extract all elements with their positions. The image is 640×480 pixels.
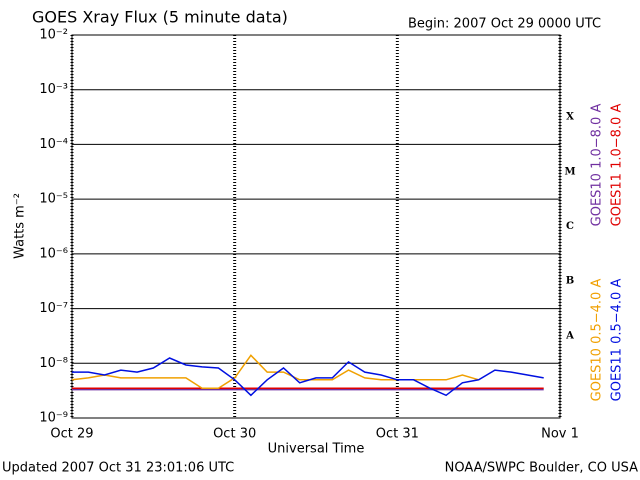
x-tick-label: Oct 31 bbox=[376, 427, 419, 442]
series-line bbox=[72, 357, 544, 397]
y-tick-label: 10⁻⁹ bbox=[39, 411, 68, 426]
y-tick-label: 10⁻⁸ bbox=[39, 356, 68, 371]
legend-label: GOES10 0.5−4.0 A bbox=[590, 279, 605, 402]
x-tick-label: Oct 29 bbox=[50, 427, 93, 442]
flare-class: X bbox=[566, 112, 574, 123]
y-tick-label: 10⁻³ bbox=[39, 82, 68, 97]
y-axis-label: Watts m⁻² bbox=[13, 193, 28, 259]
plot-frame bbox=[71, 34, 561, 419]
flare-class: C bbox=[566, 221, 574, 232]
y-tick-label: 10⁻⁴ bbox=[39, 137, 68, 152]
x-tick-label: Oct 30 bbox=[213, 427, 256, 442]
flare-class: B bbox=[566, 276, 574, 287]
flare-class: A bbox=[565, 330, 574, 341]
y-tick-label: 10⁻⁷ bbox=[39, 301, 68, 316]
legend-label: GOES10 1.0−8.0 A bbox=[590, 104, 605, 227]
flare-class: M bbox=[564, 166, 575, 177]
y-tick-label: 10⁻⁵ bbox=[39, 192, 68, 207]
source-label: NOAA/SWPC Boulder, CO USA bbox=[445, 461, 638, 476]
x-axis-label: Universal Time bbox=[268, 442, 365, 457]
y-tick-label: 10⁻⁶ bbox=[39, 246, 68, 261]
begin-label: Begin: 2007 Oct 29 0000 UTC bbox=[408, 17, 601, 32]
x-tick-label: Nov 1 bbox=[541, 427, 579, 442]
legend-label: GOES11 0.5−4.0 A bbox=[610, 279, 625, 402]
chart-title: GOES Xray Flux (5 minute data) bbox=[32, 8, 288, 27]
y-tick-label: 10⁻² bbox=[39, 28, 68, 43]
updated-label: Updated 2007 Oct 31 23:01:06 UTC bbox=[2, 461, 234, 476]
legend-label: GOES11 1.0−8.0 A bbox=[610, 104, 625, 227]
